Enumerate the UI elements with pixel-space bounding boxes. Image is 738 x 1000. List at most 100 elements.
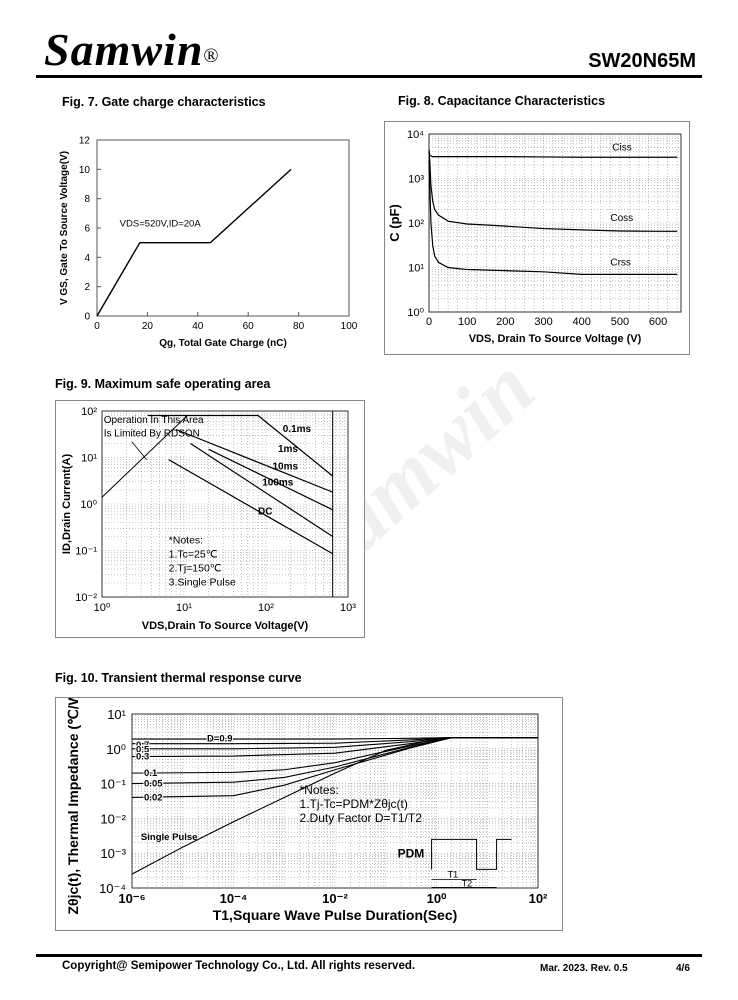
fig7-y-tick-label: 8 [84, 194, 90, 205]
fig9-note-line: 3.Single Pulse [169, 577, 236, 589]
fig8-y-tick-label: 10⁰ [407, 307, 424, 319]
fig7-y-axis-label: V GS, Gate To Source Voltage(V) [59, 151, 70, 305]
fig8-x-tick-label: 100 [458, 316, 476, 328]
fig9-area-pointer [131, 441, 147, 460]
fig7-gate-charge-line [96, 168, 292, 317]
fig9-y-tick-label: 10⁻² [75, 592, 97, 604]
fig7-x-tick-label: 20 [142, 321, 154, 332]
fig9-x-tick-label: 10² [258, 602, 274, 614]
fig8-x-tick-label: 200 [496, 316, 514, 328]
fig10-duty-label: 0.05 [144, 779, 163, 790]
fig8-series-crss [428, 160, 678, 275]
fig9-area-note: Operation In This Area [104, 415, 204, 426]
fig10-pulse-diagram [431, 838, 512, 870]
fig9-y-tick-label: 10¹ [81, 453, 97, 465]
fig10-single-pulse-label: Single Pulse [141, 832, 198, 843]
fig10-y-tick-label: 10¹ [107, 707, 126, 722]
fig9-curve-label: 0.1ms [283, 424, 312, 435]
fig10-x-tick-label: 10⁻⁶ [118, 891, 145, 906]
fig10-duty-label: 0.1 [144, 768, 158, 779]
part-number: SW20N65M [588, 50, 696, 72]
fig8-series-coss [428, 151, 678, 232]
fig9-series-10ms [208, 448, 333, 511]
fig7-x-tick-label: 60 [243, 321, 255, 332]
fig9-x-axis-label: VDS,Drain To Source Voltage(V) [142, 620, 309, 632]
fig8-x-axis-label: VDS, Drain To Source Voltage (V) [469, 333, 642, 345]
fig10-duty-label: 0.7 [136, 740, 149, 751]
fig9-x-tick-label: 10³ [340, 602, 356, 614]
fig8-x-tick-label: 0 [426, 316, 432, 328]
fig10-x-tick-label: 10² [529, 891, 548, 906]
fig10-y-tick-label: 10⁰ [106, 742, 126, 757]
fig8-plot-area [428, 133, 682, 313]
fig8-chart: 0 100 200 300 400 500 600 10⁰ 10¹ 10² 10³ 10⁴ Ciss Co… [387, 129, 682, 345]
fig10-title: Fig. 10. Transient thermal response curv… [55, 671, 302, 685]
fig10-x-tick-label: 10⁻² [322, 891, 348, 906]
fig9-series-DC [168, 459, 333, 555]
fig7-y-tick-label: 2 [84, 282, 90, 293]
fig10-duty-label: D=0.9 [207, 733, 233, 744]
fig9-series-0.1ms [147, 414, 334, 477]
brand-logo: Samwin® [44, 24, 220, 75]
fig8-series-label: Coss [610, 213, 633, 224]
fig7-annotation: VDS=520V,ID=20A [120, 219, 202, 230]
fig10-pdm-label: PDM [398, 846, 425, 860]
fig9-y-tick-label: 10⁻¹ [75, 546, 97, 558]
fig10-y-tick-label: 10⁻⁴ [99, 881, 126, 896]
footer-copyright: Copyright@ Semipower Technology Co., Ltd… [62, 960, 416, 972]
fig9-curve-label: 100ms [262, 477, 294, 488]
fig10-t1-label: T1 [448, 869, 459, 879]
fig9-chart: 10⁰ 10¹ 10² 10³ 10⁻² 10⁻¹ 10⁰ 10¹ 10² Operation I… [61, 406, 356, 632]
footer-page-number: 4/6 [676, 963, 690, 974]
fig8-series-ciss [428, 149, 678, 158]
fig9-title: Fig. 9. Maximum safe operating area [55, 377, 271, 391]
fig9-note-line: *Notes: [169, 535, 203, 547]
fig9-series-1ms [175, 428, 333, 493]
fig10-chart: 10⁻⁶ 10⁻⁴ 10⁻² 10⁰ 10²10⁻⁴10⁻³10⁻²10⁻¹10⁰10¹… [65, 698, 548, 923]
fig10-x-tick-label: 10⁻⁴ [220, 891, 248, 906]
fig10-x-axis-label: T1,Square Wave Pulse Duration(Sec) [213, 907, 458, 923]
fig7-x-tick-label: 80 [293, 321, 305, 332]
fig7-y-tick-label: 0 [84, 312, 90, 323]
fig10-y-tick-label: 10⁻² [100, 811, 126, 826]
fig10-duty-label: 0.3 [136, 752, 149, 763]
fig9-rdson-limit-line [101, 415, 188, 498]
fig10-note-line: *Notes: [300, 783, 339, 797]
fig10-duty-label: 0.02 [144, 792, 163, 803]
fig9-note-line: 1.Tc=25℃ [169, 549, 218, 561]
fig10-frame [55, 697, 563, 931]
fig9-frame [55, 400, 365, 638]
fig9-curve-label: 1ms [278, 444, 298, 455]
fig10-x-tick-label: 10⁰ [427, 891, 447, 906]
fig7-y-tick-label: 4 [84, 253, 90, 264]
fig7-x-axis-label: Qg, Total Gate Charge (nC) [159, 338, 287, 349]
fig10-plot-area [131, 713, 539, 889]
fig7-x-tick-label: 40 [192, 321, 204, 332]
fig9-curve-label: 10ms [272, 462, 298, 473]
fig8-y-axis-label: C (pF) [387, 204, 402, 242]
fig10-y-tick-label: 10⁻¹ [100, 777, 126, 792]
fig10-note-line: 2.Duty Factor D=T1/T2 [300, 811, 423, 825]
fig10-note-line: 1.Tj-Tc=PDM*Zθjc(t) [300, 797, 408, 811]
fig9-x-tick-label: 10¹ [176, 602, 192, 614]
fig8-x-tick-label: 600 [649, 316, 667, 328]
fig7-chart: 0 20 40 60 80 100 0 2 4 6 8 10 12 VDS=520V,ID=20A Qg, … [59, 136, 358, 350]
fig8-y-tick-label: 10² [408, 218, 424, 230]
fig10-y-axis-label: Zθjc(t), Thermal Impedance (℃/W) [65, 698, 81, 915]
fig9-y-tick-label: 10⁰ [80, 499, 97, 511]
fig9-area-note: Is Limited By RDSON [104, 429, 200, 440]
fig9-series-100ms [190, 442, 333, 538]
fig10-t2-label: T2 [462, 878, 473, 888]
fig8-series-label: Ciss [612, 142, 631, 153]
fig8-title: Fig. 8. Capacitance Characteristics [398, 94, 606, 108]
fig7-y-tick-label: 12 [79, 136, 91, 147]
fig10-series [131, 737, 538, 875]
fig8-frame [384, 121, 690, 355]
fig8-y-tick-label: 10³ [408, 174, 424, 186]
fig8-x-tick-label: 300 [534, 316, 552, 328]
fig10-duty-label: 0.5 [136, 745, 150, 756]
fig9-curve-label: DC [258, 506, 272, 517]
fig8-x-tick-label: 500 [611, 316, 629, 328]
footer-date: Mar. 2023. Rev. 0.5 [540, 963, 628, 974]
header-rule [36, 75, 702, 78]
